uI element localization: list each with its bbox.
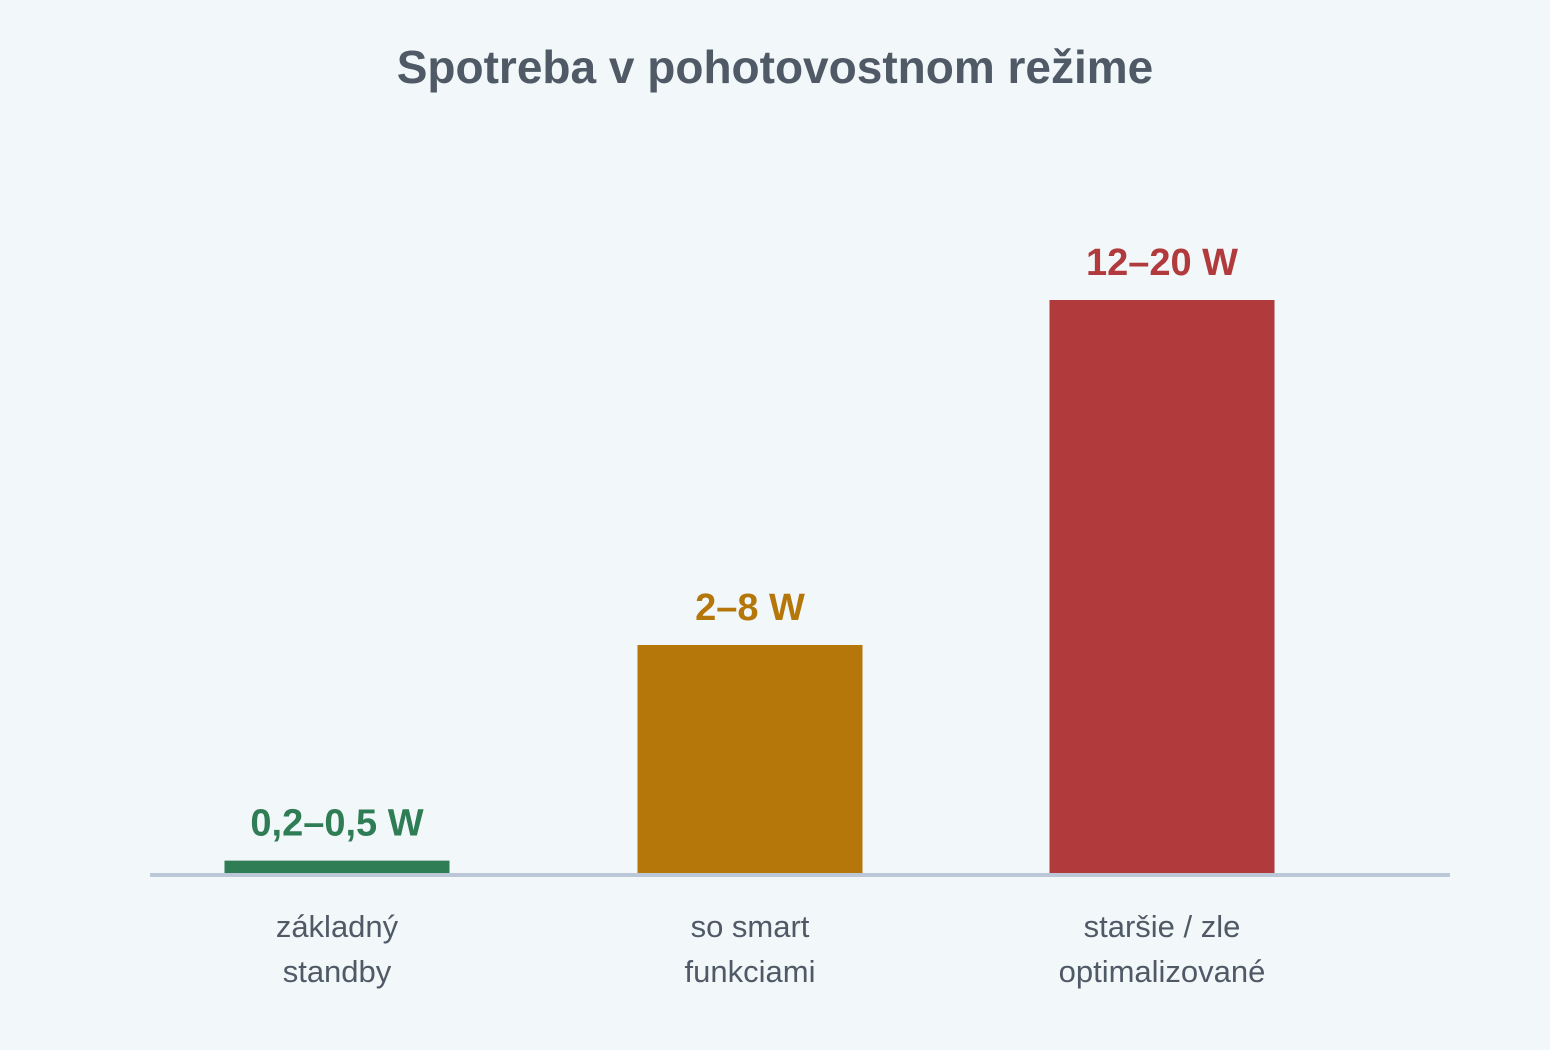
value-label-1: 0,2–0,5 W: [250, 803, 423, 845]
chart-title: Spotreba v pohotovostnom režime: [396, 41, 1154, 93]
category-label-2-line-1: so smart: [691, 909, 810, 944]
bar-2: [637, 645, 863, 875]
category-label-1-line-1: základný: [276, 909, 399, 944]
bar-3: [1049, 300, 1275, 875]
category-label-2-line-2: funkciami: [685, 954, 816, 989]
category-label-1-line-2: standby: [283, 954, 392, 989]
category-label-3-line-2: optimalizované: [1059, 954, 1266, 989]
bar-1: [224, 860, 450, 875]
category-label-3-line-1: staršie / zle: [1084, 909, 1241, 944]
value-label-2: 2–8 W: [695, 587, 805, 629]
value-label-3: 12–20 W: [1086, 242, 1238, 284]
